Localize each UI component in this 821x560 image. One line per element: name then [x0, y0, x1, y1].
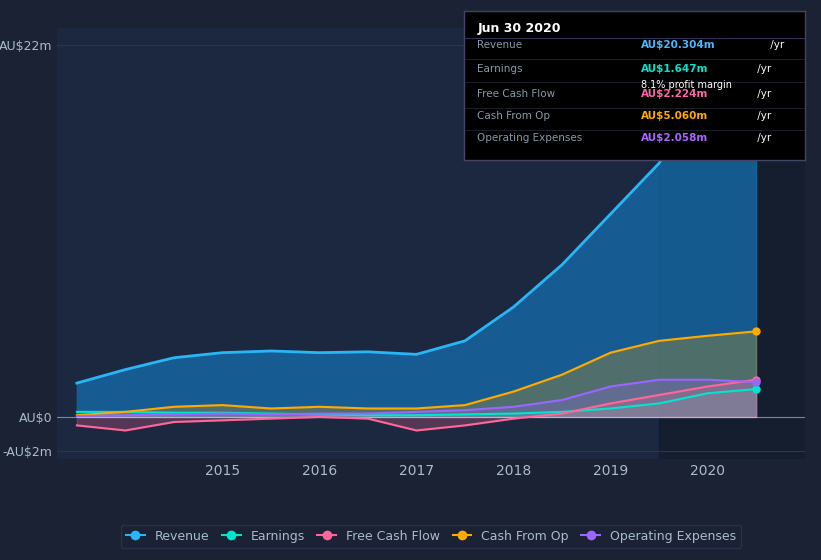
Text: AU$5.060m: AU$5.060m	[641, 111, 709, 121]
Text: /yr: /yr	[754, 111, 772, 121]
Text: Earnings: Earnings	[478, 63, 523, 73]
Text: Revenue: Revenue	[478, 40, 523, 50]
Legend: Revenue, Earnings, Free Cash Flow, Cash From Op, Operating Expenses: Revenue, Earnings, Free Cash Flow, Cash …	[121, 525, 741, 548]
Text: AU$2.224m: AU$2.224m	[641, 88, 709, 99]
Text: Jun 30 2020: Jun 30 2020	[478, 22, 561, 35]
Bar	[659, 28, 821, 459]
Text: AU$1.647m: AU$1.647m	[641, 63, 709, 73]
Text: /yr: /yr	[754, 88, 772, 99]
Text: Free Cash Flow: Free Cash Flow	[478, 88, 556, 99]
Text: AU$2.058m: AU$2.058m	[641, 133, 709, 143]
Text: /yr: /yr	[767, 40, 784, 50]
Text: AU$20.304m: AU$20.304m	[641, 40, 716, 50]
Text: /yr: /yr	[754, 63, 772, 73]
Text: Cash From Op: Cash From Op	[478, 111, 551, 121]
Text: Operating Expenses: Operating Expenses	[478, 133, 583, 143]
Text: 8.1% profit margin: 8.1% profit margin	[641, 80, 732, 90]
Text: /yr: /yr	[754, 133, 772, 143]
